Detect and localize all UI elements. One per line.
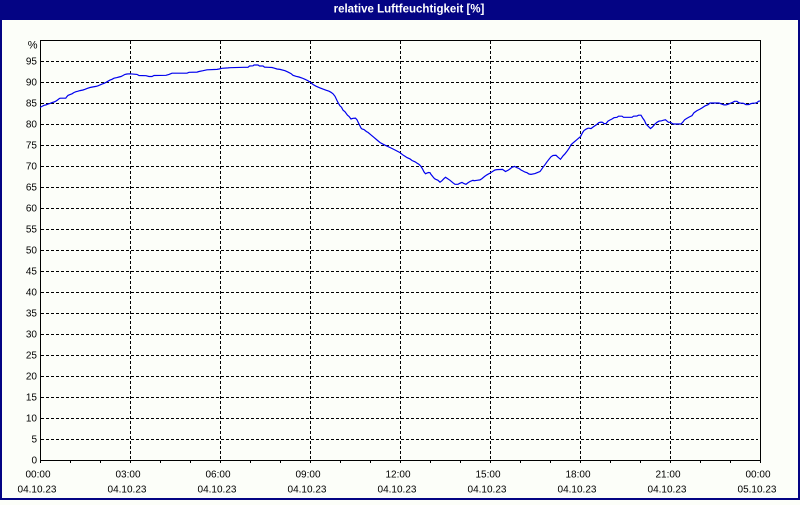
- svg-text:04.10.23: 04.10.23: [378, 485, 417, 496]
- svg-text:90: 90: [26, 78, 38, 89]
- svg-text:04.10.23: 04.10.23: [468, 485, 507, 496]
- svg-text:20: 20: [26, 372, 38, 383]
- svg-text:80: 80: [26, 120, 38, 131]
- svg-text:30: 30: [26, 330, 38, 341]
- svg-text:50: 50: [26, 246, 38, 257]
- svg-text:35: 35: [26, 309, 38, 320]
- svg-text:04.10.23: 04.10.23: [108, 485, 147, 496]
- svg-text:00:00: 00:00: [745, 470, 770, 481]
- svg-text:70: 70: [26, 162, 38, 173]
- svg-text:00:00: 00:00: [25, 470, 50, 481]
- svg-text:60: 60: [26, 204, 38, 215]
- svg-text:06:00: 06:00: [205, 470, 230, 481]
- svg-text:04.10.23: 04.10.23: [198, 485, 237, 496]
- svg-text:04.10.23: 04.10.23: [288, 485, 327, 496]
- svg-text:03:00: 03:00: [115, 470, 140, 481]
- svg-text:18:00: 18:00: [565, 470, 590, 481]
- svg-text:5: 5: [31, 435, 37, 446]
- svg-text:15: 15: [26, 393, 38, 404]
- svg-text:05.10.23: 05.10.23: [738, 485, 777, 496]
- svg-text:15:00: 15:00: [475, 470, 500, 481]
- svg-text:25: 25: [26, 351, 38, 362]
- svg-text:12:00: 12:00: [385, 470, 410, 481]
- svg-text:21:00: 21:00: [655, 470, 680, 481]
- svg-text:10: 10: [26, 414, 38, 425]
- svg-text:65: 65: [26, 183, 38, 194]
- svg-text:relative Luftfeuchtigkeit [%]: relative Luftfeuchtigkeit [%]: [334, 4, 485, 16]
- svg-text:75: 75: [26, 141, 38, 152]
- svg-text:45: 45: [26, 267, 38, 278]
- svg-text:55: 55: [26, 225, 38, 236]
- svg-text:0: 0: [31, 456, 37, 467]
- svg-text:85: 85: [26, 99, 38, 110]
- svg-text:%: %: [28, 40, 38, 52]
- svg-text:09:00: 09:00: [295, 470, 320, 481]
- svg-text:04.10.23: 04.10.23: [558, 485, 597, 496]
- svg-text:40: 40: [26, 288, 38, 299]
- svg-text:04.10.23: 04.10.23: [18, 485, 57, 496]
- svg-text:04.10.23: 04.10.23: [648, 485, 687, 496]
- svg-text:95: 95: [26, 57, 38, 68]
